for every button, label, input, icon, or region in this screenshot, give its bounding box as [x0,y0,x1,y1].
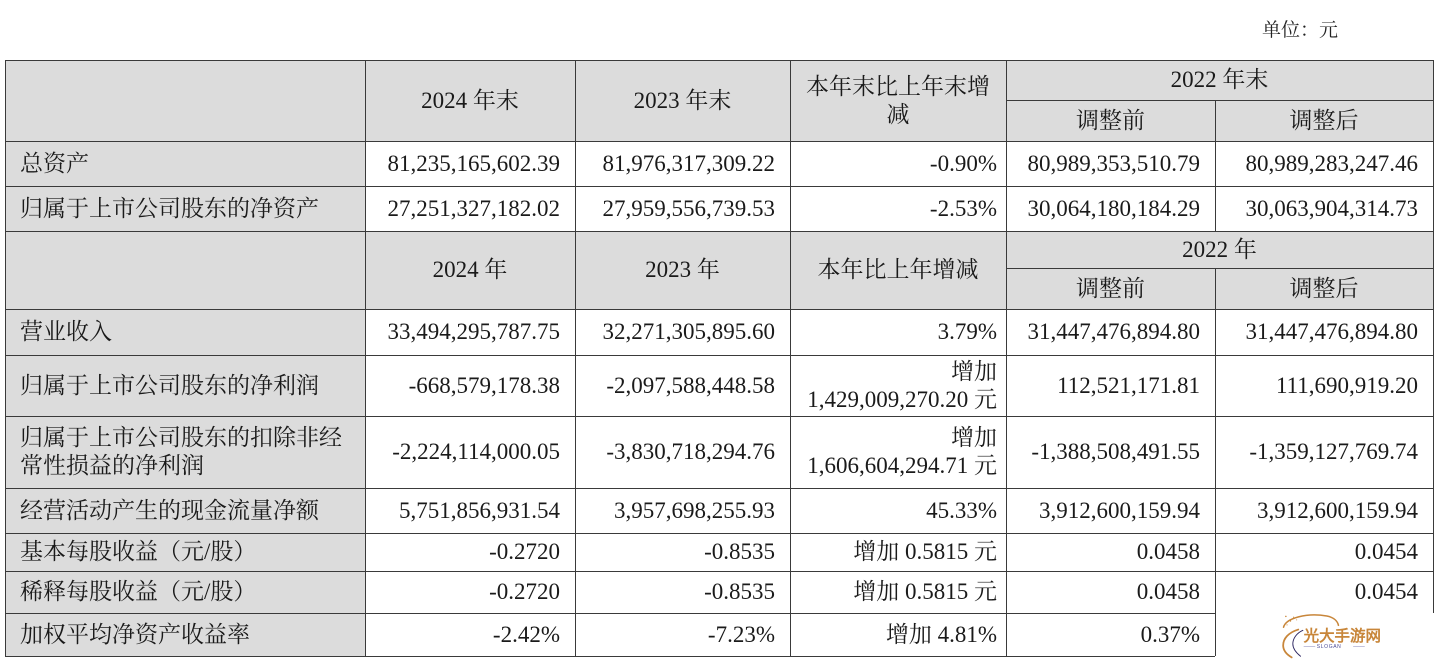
svg-text:光大手游网: 光大手游网 [1303,626,1381,645]
svg-text:SLOGAN: SLOGAN [1317,644,1342,650]
